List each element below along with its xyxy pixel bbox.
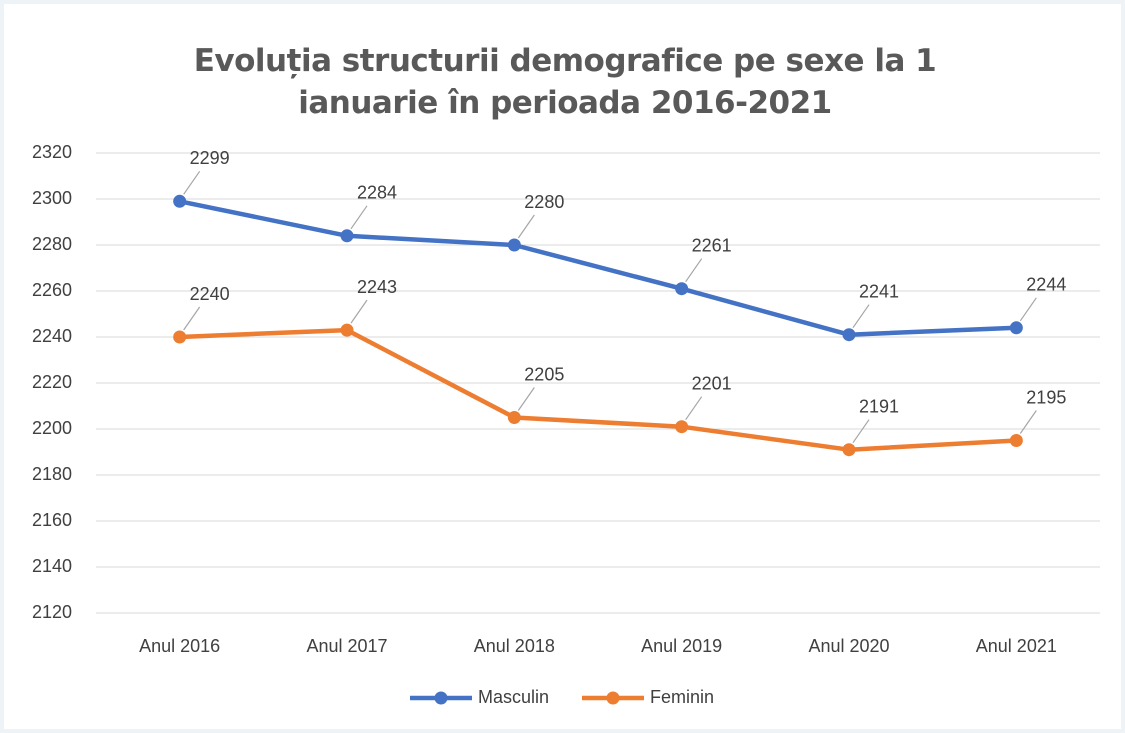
x-tick-label: Anul 2017	[306, 636, 387, 656]
y-tick-label: 2140	[32, 556, 72, 576]
x-tick-label: Anul 2016	[139, 636, 220, 656]
x-tick-label: Anul 2019	[641, 636, 722, 656]
marker	[173, 194, 187, 208]
marker	[507, 411, 521, 424]
series-line	[179, 327, 1017, 452]
marker	[1009, 434, 1023, 447]
data-label: 2243	[357, 277, 397, 297]
y-tick-label: 2320	[32, 142, 72, 162]
data-label: 2191	[859, 396, 899, 416]
x-tick-label: Anul 2020	[808, 636, 889, 656]
leader-line	[1019, 410, 1037, 434]
leader-line	[685, 258, 703, 283]
legend-marker	[606, 691, 620, 705]
marker	[340, 229, 354, 243]
leader-line	[350, 205, 368, 230]
y-tick-label: 2300	[32, 188, 72, 208]
legend-label: Masculin	[478, 687, 549, 707]
data-label: 2244	[1026, 275, 1066, 295]
leader-line	[350, 299, 368, 324]
x-tick-label: Anul 2021	[976, 636, 1057, 656]
data-label: 2241	[859, 281, 899, 301]
y-tick-label: 2240	[32, 326, 72, 346]
y-tick-label: 2160	[32, 510, 72, 530]
leader-line	[517, 387, 535, 411]
marker	[507, 238, 521, 252]
y-tick-label: 2180	[32, 464, 72, 484]
marker	[1009, 321, 1023, 335]
marker	[675, 420, 689, 434]
leader-line	[517, 214, 535, 239]
legend-label: Feminin	[650, 687, 714, 707]
leader-line	[1019, 297, 1037, 322]
series-line	[179, 199, 1017, 337]
data-label: 2284	[357, 183, 397, 203]
data-label: 2195	[1026, 387, 1066, 407]
legend-marker	[434, 691, 448, 705]
chart-title: Evoluția structurii demografice pe sexe …	[193, 43, 937, 121]
data-label: 2299	[190, 148, 230, 168]
leader-line	[183, 170, 201, 195]
leader-line	[852, 304, 870, 329]
data-label: 2205	[524, 364, 564, 384]
y-tick-label: 2120	[32, 602, 72, 622]
marker	[842, 443, 856, 457]
data-label: 2240	[190, 284, 230, 304]
leader-line	[852, 419, 870, 444]
data-label: 2261	[692, 235, 732, 255]
data-label: 2280	[524, 192, 564, 212]
y-tick-label: 2220	[32, 372, 72, 392]
y-tick-label: 2260	[32, 280, 72, 300]
leader-line	[183, 306, 201, 331]
x-tick-label: Anul 2018	[474, 636, 555, 656]
marker	[340, 323, 354, 337]
marker	[842, 328, 856, 342]
marker	[173, 330, 187, 344]
y-tick-label: 2280	[32, 234, 72, 254]
marker	[675, 282, 689, 296]
leader-line	[685, 396, 703, 421]
data-label: 2201	[692, 373, 732, 393]
y-tick-label: 2200	[32, 418, 72, 438]
